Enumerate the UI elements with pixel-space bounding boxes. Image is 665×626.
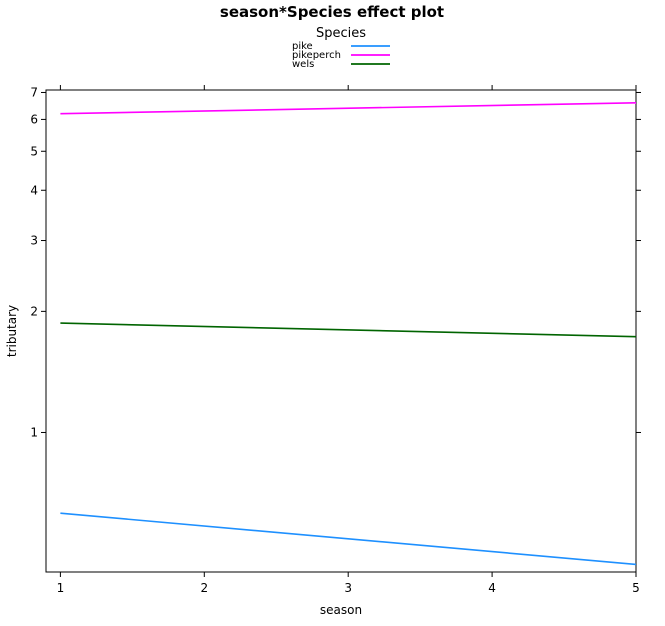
plot-frame — [45, 89, 637, 573]
series-line-wels — [60, 322, 637, 338]
x-tick-label: 3 — [344, 581, 352, 595]
series-line-pike — [60, 512, 637, 566]
y-tick-label: 1 — [30, 425, 38, 439]
y-tick-label: 4 — [30, 183, 38, 197]
x-tick-label: 1 — [57, 581, 65, 595]
series-line-pikeperch — [60, 102, 637, 115]
y-tick-label: 2 — [30, 304, 38, 318]
chart-title: season*Species effect plot — [220, 3, 444, 21]
y-tick-label: 3 — [30, 234, 38, 248]
x-tick-label: 2 — [200, 581, 208, 595]
y-axis-label: tributary — [5, 305, 19, 357]
x-axis-label: season — [320, 603, 362, 617]
y-tick-label: 5 — [30, 144, 38, 158]
y-tick-label: 7 — [30, 85, 38, 99]
x-tick-label: 4 — [488, 581, 496, 595]
legend-title: Species — [316, 26, 366, 41]
x-tick-label: 5 — [632, 581, 640, 595]
legend-label-wels: wels — [292, 59, 314, 70]
legend-label-pikeperch: pikeperch — [292, 50, 341, 61]
series-lines — [60, 102, 637, 566]
legend-label-pike: pike — [292, 41, 313, 52]
axis-ticks: 1 2 3 4 5 1 2 3 4 5 6 7 — [30, 85, 641, 595]
y-tick-label: 6 — [30, 112, 38, 126]
